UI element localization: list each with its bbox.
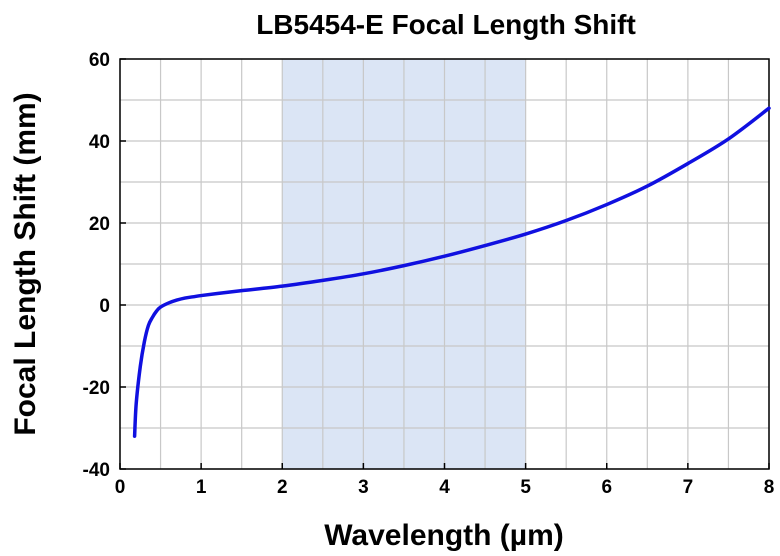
y-tick-label: -20: [83, 378, 110, 399]
y-tick-label: 20: [89, 214, 110, 235]
x-tick-label: 2: [277, 477, 288, 498]
chart-title: LB5454-E Focal Length Shift: [256, 9, 636, 40]
x-tick-labels: 0 1 2 3 4 5 6 7 8: [115, 477, 775, 498]
x-axis-label: Wavelength (µm): [324, 519, 564, 552]
x-tick-label: 3: [358, 477, 369, 498]
y-axis-label: Focal Length Shift (mm): [9, 92, 42, 435]
axis-ticks: [119, 58, 770, 470]
series-line: [132, 106, 771, 438]
x-tick-label: 1: [196, 477, 207, 498]
x-tick-label: 0: [115, 477, 126, 498]
y-tick-label: -40: [83, 460, 110, 481]
x-tick-label: 5: [520, 477, 531, 498]
y-tick-label: 0: [99, 296, 110, 317]
y-tick-label: 40: [89, 132, 110, 153]
x-tick-label: 6: [601, 477, 612, 498]
y-tick-label: 60: [89, 50, 110, 71]
x-tick-label: 8: [764, 477, 775, 498]
x-tick-label: 4: [439, 477, 450, 498]
x-tick-label: 7: [683, 477, 694, 498]
y-tick-labels: -40 -20 0 20 40 60: [83, 50, 110, 481]
